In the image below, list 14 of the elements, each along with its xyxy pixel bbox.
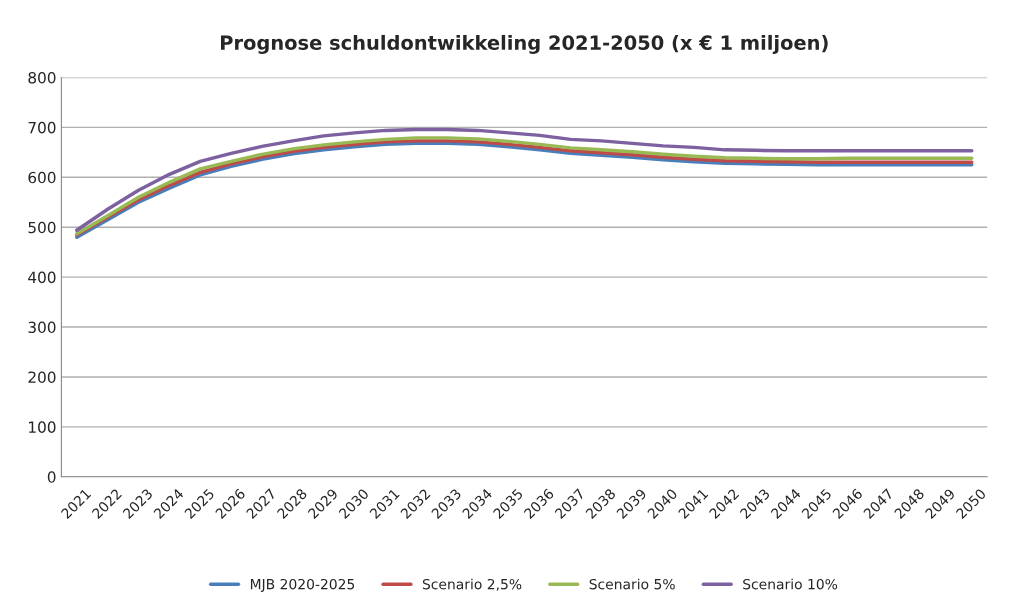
y-tick-label: 800 — [28, 71, 56, 84]
y-tick-label: 200 — [28, 371, 56, 383]
legend-label: MJB 2020-2025 — [250, 578, 355, 592]
y-tick-label: 500 — [28, 221, 56, 234]
y-tick-label: 600 — [28, 171, 56, 184]
legend-label: Scenario 5% — [589, 578, 675, 590]
legend-label: Scenario 10% — [743, 578, 838, 590]
y-tick-label: 0 — [47, 471, 56, 483]
y-tick-label: 300 — [28, 321, 56, 334]
y-tick-label: 700 — [28, 121, 56, 134]
y-tick-label: 100 — [29, 421, 56, 433]
legend-label: Scenario 2,5% — [422, 578, 522, 591]
chart-title: Prognose schuldontwikkeling 2021-2050 (x € 1 miljoen) — [221, 34, 828, 54]
y-tick-label: 400 — [28, 271, 56, 284]
